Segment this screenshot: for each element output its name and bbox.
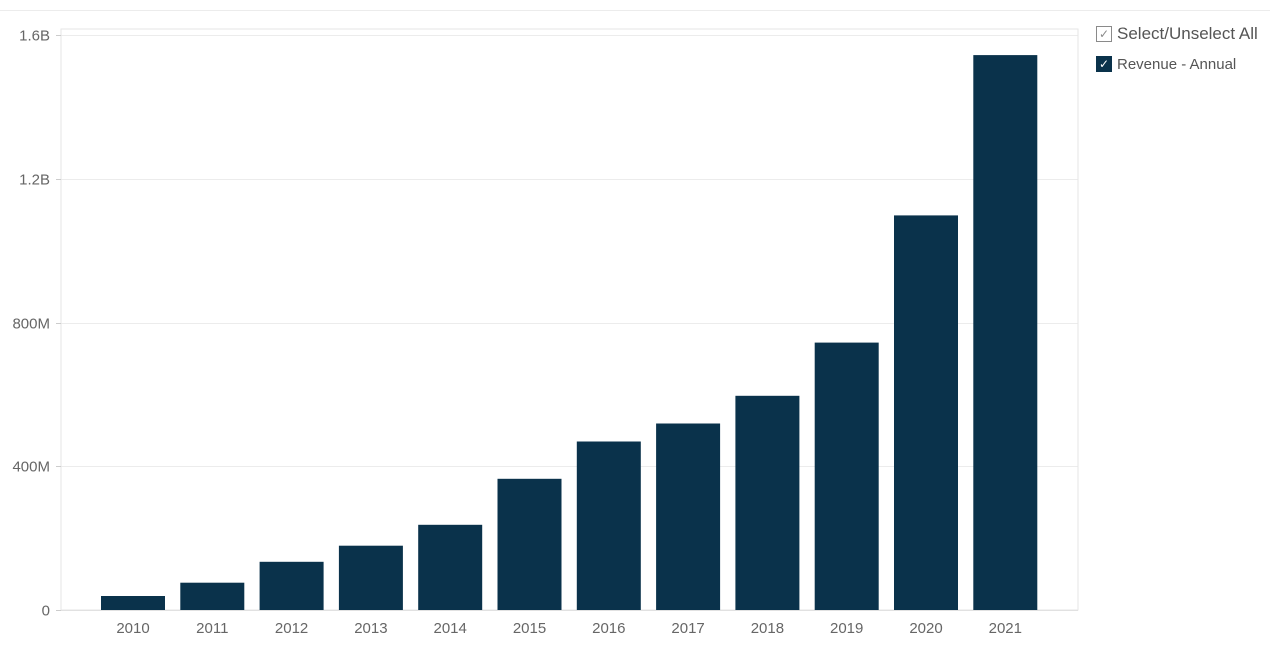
bar-2018[interactable] [735,395,800,610]
x-tick-label: 2018 [751,620,784,637]
legend: ✓ Select/Unselect All ✓ Revenue - Annual [1096,23,1266,83]
x-tick-label: 2017 [671,620,704,637]
x-tick-label: 2014 [434,620,467,637]
bars [101,55,1038,611]
y-axis-ticks: 0 400M 800M 1.2B 1.6B [12,28,61,620]
x-tick-label: 2015 [513,620,546,637]
y-tick-label: 1.6B [19,28,50,45]
x-tick-label: 2016 [592,620,625,637]
select-all-label[interactable]: Select/Unselect All [1117,24,1258,43]
x-tick-label: 2021 [989,620,1022,637]
bar-2021[interactable] [973,55,1038,611]
y-tick-label: 800M [12,316,50,333]
top-divider [0,10,1270,11]
bar-2015[interactable] [497,478,562,610]
select-all-checkbox[interactable]: ✓ [1096,26,1112,42]
x-tick-label: 2011 [196,620,228,637]
revenue-annual-label[interactable]: Revenue - Annual [1117,55,1237,73]
legend-item-revenue-annual[interactable]: ✓ Revenue - Annual [1096,53,1266,75]
x-tick-label: 2013 [354,620,387,637]
y-tick-label: 1.2B [19,172,50,189]
bar-2010[interactable] [101,596,165,610]
revenue-annual-checkbox[interactable]: ✓ [1096,56,1112,72]
bar-2017[interactable] [656,423,721,611]
bar-2011[interactable] [180,582,245,610]
bar-2016[interactable] [576,441,641,611]
x-tick-label: 2020 [909,620,942,637]
bar-2020[interactable] [894,215,958,610]
select-unselect-all-toggle[interactable]: ✓ Select/Unselect All [1096,23,1266,45]
bar-2014[interactable] [418,524,483,610]
bar-2019[interactable] [814,342,879,610]
bar-2013[interactable] [338,545,403,610]
x-axis-ticks: 2010 2011 2012 2013 2014 2015 2016 2017 2018 2019… [116,620,1022,637]
x-tick-label: 2019 [830,620,863,637]
plot-area-border [60,28,1079,611]
plot-frame [60,28,1079,611]
y-tick-label: 0 [42,603,50,620]
x-tick-label: 2010 [116,620,149,637]
bar-2012[interactable] [259,561,324,610]
y-tick-label: 400M [12,459,50,476]
x-tick-label: 2012 [275,620,308,637]
